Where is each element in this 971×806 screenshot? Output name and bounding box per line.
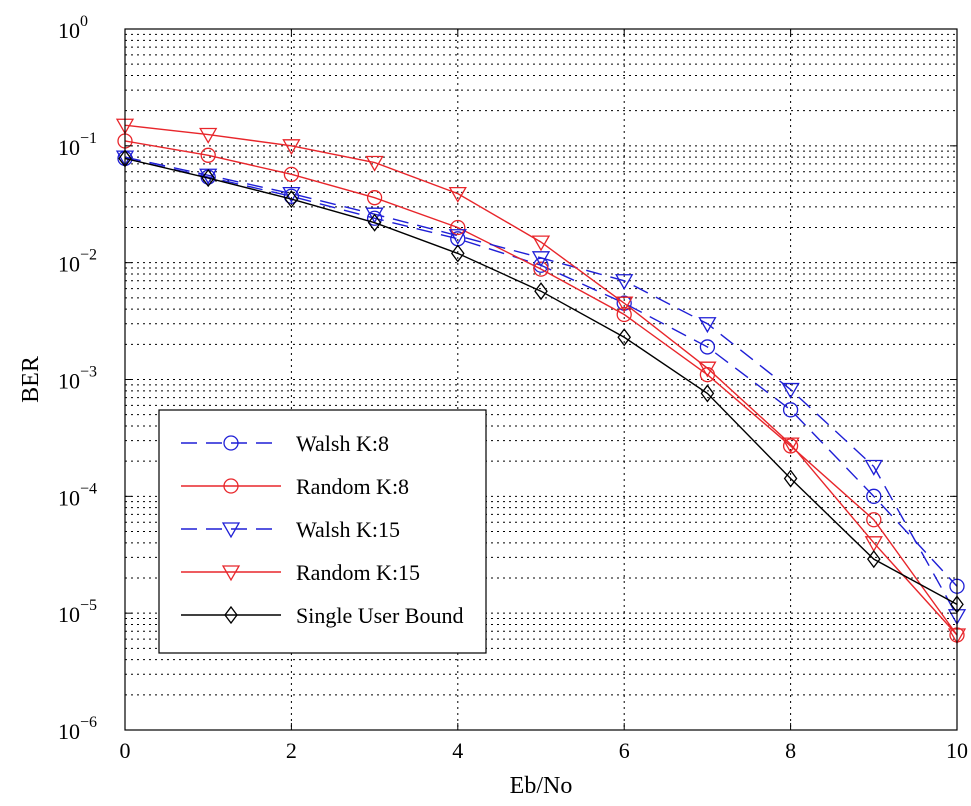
data-point xyxy=(617,328,632,347)
legend-marker xyxy=(223,435,239,451)
data-point xyxy=(448,229,467,246)
x-tick-label: 6 xyxy=(619,738,630,763)
data-point xyxy=(199,127,218,144)
y-tick-label: 10−3 xyxy=(58,364,97,394)
x-tick-label: 8 xyxy=(785,738,796,763)
data-point xyxy=(284,190,299,209)
legend-item: Single User Bound xyxy=(181,603,463,628)
data-point xyxy=(283,188,300,204)
legend-label: Walsh K:15 xyxy=(296,517,400,542)
legend-marker xyxy=(221,565,241,582)
data-point xyxy=(450,244,465,263)
x-axis-title: Eb/No xyxy=(510,773,573,799)
series-line xyxy=(124,156,958,617)
x-tick-label: 10 xyxy=(946,738,968,763)
data-point xyxy=(615,274,634,291)
y-tick-label: 100 xyxy=(58,13,88,43)
data-point xyxy=(866,488,882,504)
data-point xyxy=(365,207,384,224)
data-point xyxy=(367,213,382,232)
legend-box xyxy=(158,409,487,654)
data-point xyxy=(864,459,883,476)
legend-label: Walsh K:8 xyxy=(296,431,389,456)
data-point xyxy=(616,306,632,323)
y-tick-label: 10−5 xyxy=(58,597,97,627)
data-point xyxy=(282,139,301,156)
x-tick-label: 2 xyxy=(286,738,297,763)
data-point xyxy=(448,186,467,203)
y-tick-label: 10−4 xyxy=(58,480,97,510)
y-tick-label: 10−1 xyxy=(58,130,97,160)
series-line xyxy=(124,124,958,636)
x-tick-label: 0 xyxy=(120,738,131,763)
data-point xyxy=(534,282,548,301)
data-point xyxy=(864,536,883,553)
legend-marker xyxy=(221,522,241,539)
x-tick-label: 4 xyxy=(452,738,463,763)
data-point xyxy=(283,166,300,183)
data-point xyxy=(201,168,216,188)
data-point xyxy=(781,437,800,454)
legend-item: Walsh K:8 xyxy=(181,431,389,456)
legend-label: Single User Bound xyxy=(296,603,463,628)
data-point xyxy=(866,550,881,569)
data-point xyxy=(698,361,717,378)
series-group xyxy=(115,118,967,645)
data-point xyxy=(698,317,717,334)
series-line xyxy=(124,140,958,636)
data-point xyxy=(782,402,799,418)
data-point xyxy=(783,469,798,488)
data-point xyxy=(450,219,466,236)
data-point xyxy=(366,190,383,206)
data-point xyxy=(615,296,634,313)
data-point xyxy=(699,339,716,355)
data-point xyxy=(282,186,301,203)
legend-label: Random K:15 xyxy=(296,560,420,585)
data-point xyxy=(700,384,715,403)
ticks-layer: 0 2 4 6 8 10 100 10−1 10−2 10−3 10−4 10−5 10−6 xyxy=(58,13,968,763)
legend-marker xyxy=(223,478,239,494)
series-layer xyxy=(115,118,967,645)
series-group xyxy=(117,133,965,643)
data-point xyxy=(533,261,549,277)
legend-label: Random K:8 xyxy=(296,474,409,499)
series-line xyxy=(124,157,958,605)
data-point xyxy=(365,155,384,172)
data-point xyxy=(866,512,882,528)
legend-marker xyxy=(224,605,238,625)
y-tick-label: 10−6 xyxy=(58,714,97,744)
legend-item: Random K:8 xyxy=(181,474,409,499)
y-tick-label: 10−2 xyxy=(58,247,97,277)
y-axis-title: BER xyxy=(18,356,44,403)
series-group xyxy=(118,149,964,614)
data-point xyxy=(531,235,551,252)
legend-item: Random K:15 xyxy=(181,560,420,585)
legend-item: Walsh K:15 xyxy=(181,517,400,542)
data-point xyxy=(781,382,800,399)
data-point xyxy=(531,251,551,268)
data-point xyxy=(366,210,383,226)
legend: Walsh K:8 Random K:8 Walsh K:15 Random K:15… xyxy=(158,409,487,654)
data-point xyxy=(200,147,216,163)
